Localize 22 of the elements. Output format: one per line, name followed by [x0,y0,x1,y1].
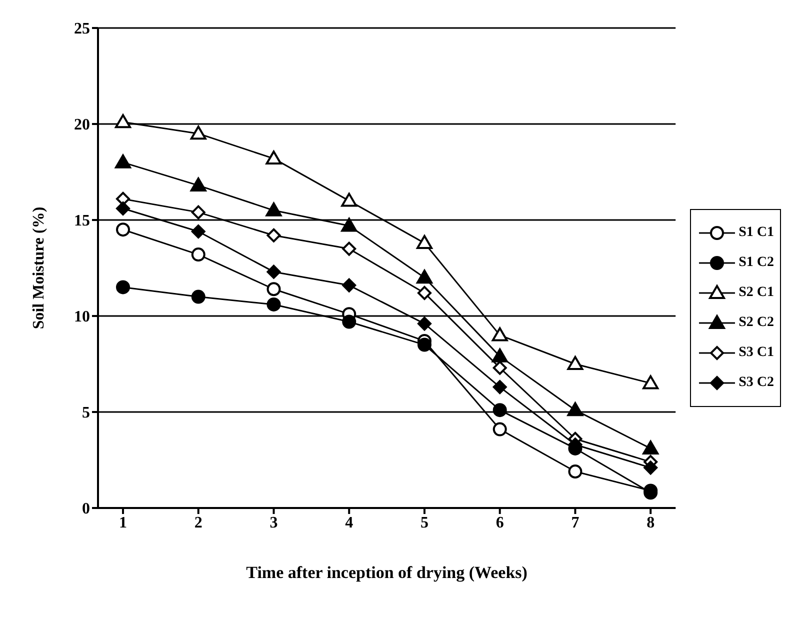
y-tick-label: 15 [74,212,90,230]
y-tick-label: 25 [74,20,90,38]
x-tick-label: 2 [194,514,202,532]
x-tick-label: 3 [270,514,278,532]
legend-label: S1 C1 [738,225,774,241]
legend-label: S3 C2 [738,375,774,391]
y-tick-label: 20 [74,116,90,134]
x-tick-label: 7 [571,514,580,532]
legend-label: S2 C2 [738,315,774,331]
x-tick-label: 6 [496,514,504,532]
y-tick-label: 0 [82,500,90,518]
legend-label: S2 C1 [738,285,774,301]
y-axis-title: Soil Moisture (%) [30,206,48,330]
x-tick-label: 1 [119,514,127,532]
x-tick-label: 8 [646,514,655,532]
legend-label: S1 C2 [738,255,774,271]
x-tick-label: 4 [345,514,354,532]
legend-label: S3 C1 [738,345,774,361]
x-tick-label: 5 [420,514,428,532]
x-axis-title: Time after inception of drying (Weeks) [246,563,528,582]
y-tick-label: 10 [74,308,90,326]
y-tick-label: 5 [82,404,90,422]
